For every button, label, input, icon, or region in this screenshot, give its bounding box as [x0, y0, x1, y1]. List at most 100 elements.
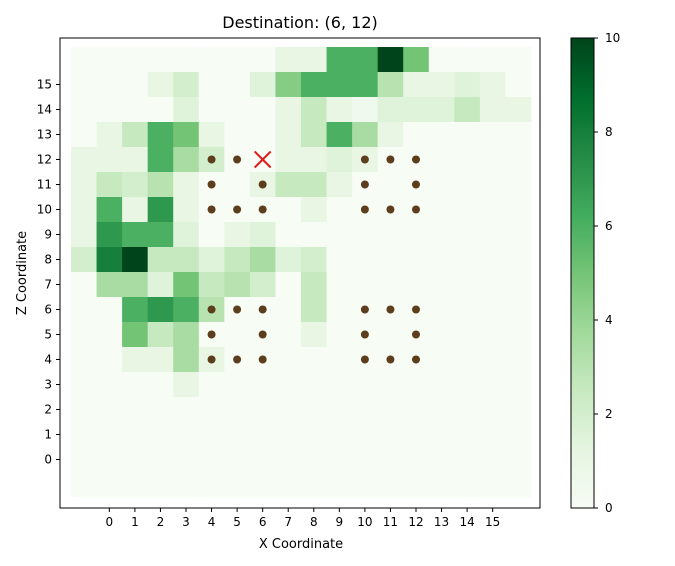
heatmap-cell — [301, 272, 327, 298]
y-tick-label: 2 — [44, 403, 52, 417]
heatmap-cell — [352, 72, 379, 98]
location-marker — [386, 155, 395, 164]
heatmap-cell — [454, 147, 481, 173]
heatmap-cell — [428, 147, 455, 173]
x-tick-label: 1 — [131, 515, 139, 529]
heatmap-cell — [147, 247, 174, 273]
chart-title: Destination: (6, 12) — [222, 13, 377, 32]
heatmap-cell — [96, 197, 123, 223]
heatmap-cell — [71, 97, 97, 123]
heatmap-cell — [403, 272, 430, 298]
heatmap-cell — [96, 322, 123, 348]
heatmap-cell — [275, 47, 302, 73]
heatmap-cell — [224, 472, 251, 498]
heatmap-cell — [122, 247, 149, 273]
heatmap-cell — [71, 447, 97, 473]
heatmap-cell — [173, 297, 200, 323]
location-marker — [207, 305, 216, 314]
colorbar-ticks: 0 2 4 6 8 10 — [594, 31, 620, 515]
heatmap-cell — [71, 222, 97, 248]
heatmap-cell — [249, 397, 276, 423]
heatmap-cell — [224, 97, 251, 123]
heatmap-cell — [71, 147, 97, 173]
heatmap-cell — [122, 372, 149, 398]
heatmap-cell — [377, 172, 404, 198]
heatmap-cell — [122, 197, 149, 223]
destination-marker — [253, 150, 272, 169]
heatmap-cell — [173, 272, 200, 298]
heatmap-cell — [173, 47, 200, 73]
x-tick-label: 15 — [485, 515, 500, 529]
heatmap-cell — [505, 122, 532, 148]
heatmap-cell — [275, 222, 302, 248]
heatmap-cell — [122, 122, 149, 148]
heatmap-cell — [352, 422, 379, 448]
heatmap-cell — [275, 197, 302, 223]
heatmap-cell — [301, 247, 327, 273]
x-tick-label: 9 — [336, 515, 344, 529]
heatmap-cell — [326, 197, 353, 223]
x-tick-label: 14 — [459, 515, 474, 529]
heatmap-cell — [377, 222, 404, 248]
heatmap-cell — [403, 397, 430, 423]
heatmap-cell — [301, 197, 327, 223]
heatmap-cell — [377, 72, 404, 98]
heatmap-cell — [326, 372, 353, 398]
heatmap-cell — [71, 272, 97, 298]
colorbar — [570, 37, 595, 509]
heatmap-cell — [479, 347, 506, 373]
heatmap-cell — [428, 322, 455, 348]
heatmap-cell — [96, 397, 123, 423]
heatmap-cell — [377, 272, 404, 298]
heatmap-cell — [428, 122, 455, 148]
heatmap-cell — [352, 472, 379, 498]
x-tick-label: 3 — [182, 515, 190, 529]
heatmap-cell — [173, 97, 200, 123]
heatmap-cell — [326, 72, 353, 98]
heatmap-cell — [71, 172, 97, 198]
heatmap-cell — [96, 72, 123, 98]
heatmap-cell — [147, 372, 174, 398]
heatmap-cell — [352, 47, 379, 73]
y-tick-label: 12 — [37, 153, 52, 167]
heatmap-cell — [403, 97, 430, 123]
heatmap-cell — [224, 47, 251, 73]
heatmap-cell — [479, 472, 506, 498]
heatmap-cell — [71, 197, 97, 223]
heatmap-cell — [377, 322, 404, 348]
heatmap-cell — [505, 472, 532, 498]
heatmap-cell — [147, 222, 174, 248]
marker-layer — [207, 155, 420, 364]
heatmap-cell — [224, 422, 251, 448]
heatmap-cell — [505, 397, 532, 423]
heatmap-cell — [428, 372, 455, 398]
heatmap-cell — [326, 97, 353, 123]
heatmap-cell — [454, 422, 481, 448]
heatmap-cell — [122, 397, 149, 423]
location-marker — [233, 355, 242, 364]
heatmap-cell — [428, 422, 455, 448]
heatmap-cell — [428, 247, 455, 273]
heatmap-cell — [352, 97, 379, 123]
heatmap-cell — [403, 472, 430, 498]
heatmap-cell — [505, 97, 532, 123]
plot-frame — [59, 37, 541, 509]
heatmap-cell — [454, 222, 481, 248]
heatmap-cell — [96, 172, 123, 198]
heatmap-cell — [505, 347, 532, 373]
heatmap-cell — [224, 322, 251, 348]
location-marker — [258, 355, 267, 364]
heatmap-cell — [249, 447, 276, 473]
y-tick-label: 9 — [44, 228, 52, 242]
heatmap-cell — [198, 397, 225, 423]
heatmap-cell — [454, 172, 481, 198]
heatmap-cell — [249, 247, 276, 273]
colorbar-tick-label: 4 — [605, 313, 613, 327]
heatmap-cell — [224, 247, 251, 273]
heatmap-cell — [173, 347, 200, 373]
heatmap-cell — [275, 272, 302, 298]
heatmap-cell — [428, 297, 455, 323]
heatmap-cell — [275, 247, 302, 273]
heatmap-cell — [352, 272, 379, 298]
heatmap-cell — [224, 222, 251, 248]
